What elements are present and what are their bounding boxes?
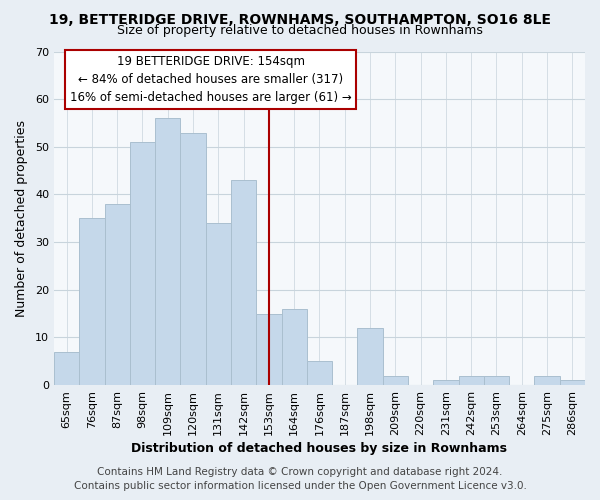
Bar [155,118,181,385]
Bar [54,352,79,385]
Text: Size of property relative to detached houses in Rownhams: Size of property relative to detached ho… [117,24,483,37]
Bar [231,180,256,385]
Bar [130,142,155,385]
Bar [79,218,104,385]
Bar [181,132,206,385]
Bar [433,380,458,385]
Text: 19 BETTERIDGE DRIVE: 154sqm
← 84% of detached houses are smaller (317)
16% of se: 19 BETTERIDGE DRIVE: 154sqm ← 84% of det… [70,55,352,104]
Bar [383,376,408,385]
Text: 19, BETTERIDGE DRIVE, ROWNHAMS, SOUTHAMPTON, SO16 8LE: 19, BETTERIDGE DRIVE, ROWNHAMS, SOUTHAMP… [49,12,551,26]
Y-axis label: Number of detached properties: Number of detached properties [15,120,28,317]
Bar [358,328,383,385]
X-axis label: Distribution of detached houses by size in Rownhams: Distribution of detached houses by size … [131,442,508,455]
Bar [104,204,130,385]
Bar [256,314,281,385]
Bar [458,376,484,385]
Bar [484,376,509,385]
Bar [281,309,307,385]
Bar [206,223,231,385]
Bar [535,376,560,385]
Bar [560,380,585,385]
Text: Contains HM Land Registry data © Crown copyright and database right 2024.
Contai: Contains HM Land Registry data © Crown c… [74,467,526,491]
Bar [307,361,332,385]
